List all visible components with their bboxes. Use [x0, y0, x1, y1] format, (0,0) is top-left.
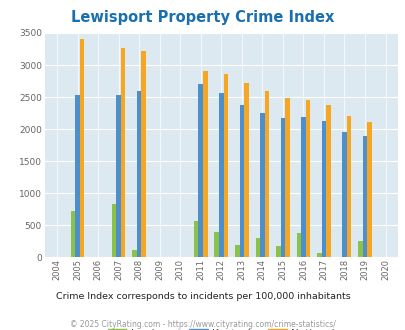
- Bar: [260, 113, 264, 257]
- Bar: [243, 83, 248, 257]
- Bar: [301, 117, 305, 257]
- Bar: [346, 116, 350, 257]
- Bar: [111, 204, 116, 257]
- Text: © 2025 CityRating.com - https://www.cityrating.com/crime-statistics/: © 2025 CityRating.com - https://www.city…: [70, 320, 335, 329]
- Text: Crime Index corresponds to incidents per 100,000 inhabitants: Crime Index corresponds to incidents per…: [55, 292, 350, 301]
- Bar: [198, 84, 202, 257]
- Bar: [70, 211, 75, 257]
- Bar: [280, 117, 284, 257]
- Bar: [121, 49, 125, 257]
- Bar: [79, 39, 84, 257]
- Bar: [321, 121, 325, 257]
- Bar: [202, 72, 207, 257]
- Bar: [136, 91, 141, 257]
- Bar: [194, 221, 198, 257]
- Bar: [141, 51, 145, 257]
- Bar: [296, 233, 301, 257]
- Bar: [75, 95, 79, 257]
- Bar: [218, 93, 223, 257]
- Bar: [316, 252, 321, 257]
- Bar: [234, 245, 239, 257]
- Bar: [362, 136, 367, 257]
- Bar: [116, 95, 121, 257]
- Legend: Lewisport, Kentucky, National: Lewisport, Kentucky, National: [104, 325, 337, 330]
- Bar: [214, 232, 218, 257]
- Bar: [367, 122, 371, 257]
- Bar: [275, 246, 280, 257]
- Bar: [264, 91, 269, 257]
- Bar: [284, 98, 289, 257]
- Bar: [341, 132, 346, 257]
- Bar: [357, 241, 362, 257]
- Text: Lewisport Property Crime Index: Lewisport Property Crime Index: [71, 10, 334, 25]
- Bar: [239, 106, 243, 257]
- Bar: [305, 100, 309, 257]
- Bar: [255, 238, 260, 257]
- Bar: [325, 106, 330, 257]
- Bar: [223, 74, 228, 257]
- Bar: [132, 250, 136, 257]
